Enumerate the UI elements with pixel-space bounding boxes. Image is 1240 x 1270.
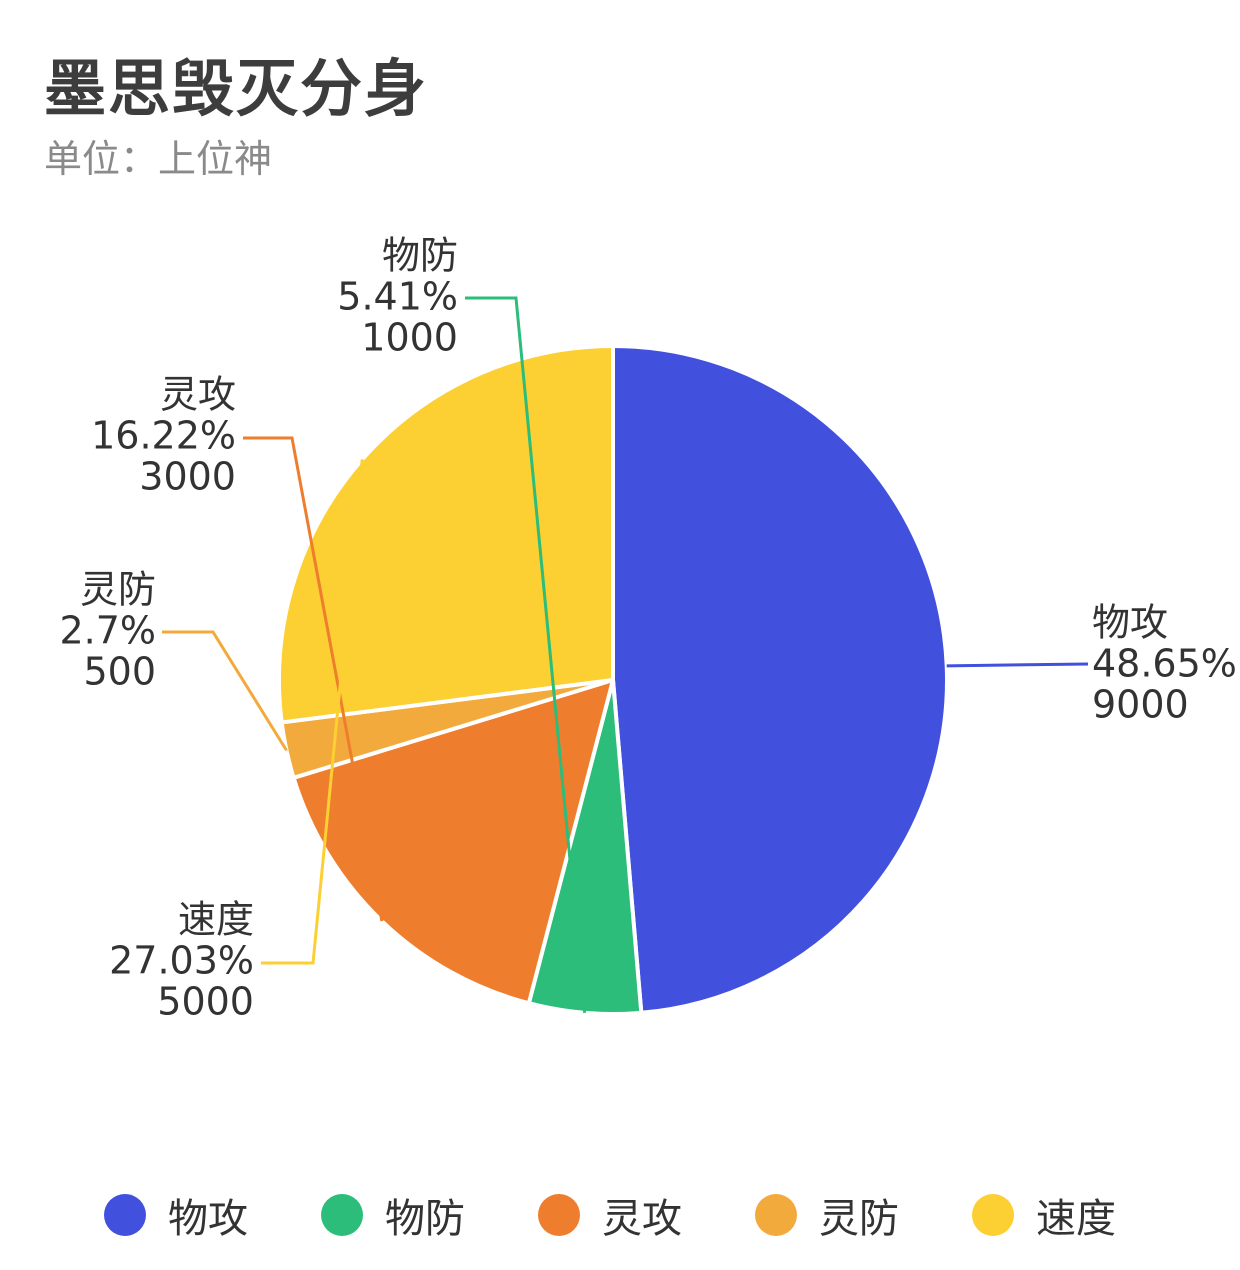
pie-slice [611,344,950,1015]
leader-line [162,630,288,752]
legend: 物攻 物防 灵攻 灵防 速度 [104,1186,1189,1244]
leader-line [261,459,364,965]
legend-swatch [538,1194,580,1236]
slice-label-value: 9000 [1092,683,1189,727]
legend-swatch [755,1194,797,1236]
slice-label-name: 灵防 [80,568,156,612]
slice-label-name: 速度 [178,898,254,942]
slice-label-percent: 16.22% [91,414,236,458]
slice-label-name: 物防 [382,234,458,278]
legend-swatch [972,1194,1014,1236]
leader-line [946,662,1089,668]
legend-item[interactable]: 物攻 [104,1186,321,1244]
leader-line [243,436,384,922]
legend-swatch [321,1194,363,1236]
slice-label-name: 灵攻 [160,373,236,417]
slice-label-percent: 5.41% [337,275,458,319]
chart-subtitle: 单位：上位神 [44,137,273,181]
leader-line [465,296,587,1013]
slice-label-value: 1000 [361,316,458,360]
slice-label-percent: 2.7% [59,609,156,653]
legend-swatch [104,1194,146,1236]
legend-label: 速度 [1036,1196,1116,1242]
slice-label-percent: 27.03% [109,939,254,983]
legend-label: 物攻 [168,1196,248,1242]
legend-item[interactable]: 物防 [321,1186,538,1244]
legend-item[interactable]: 灵攻 [538,1186,755,1244]
legend-item[interactable]: 速度 [972,1186,1189,1244]
leader-lines [162,296,1089,1013]
slice-label-value: 500 [83,650,156,694]
slice-label-value: 3000 [139,455,236,499]
legend-item[interactable]: 灵防 [755,1186,972,1244]
legend-label: 物防 [385,1196,465,1242]
legend-label: 灵攻 [602,1196,682,1242]
legend-label: 灵防 [819,1196,899,1242]
slice-label-percent: 48.65% [1092,642,1237,686]
slice-label-value: 5000 [157,980,254,1024]
pie-slice [277,344,615,725]
chart-title: 墨思毁灭分身 [44,52,429,125]
slice-label-name: 物攻 [1092,601,1168,645]
pie-slices [277,344,950,1017]
